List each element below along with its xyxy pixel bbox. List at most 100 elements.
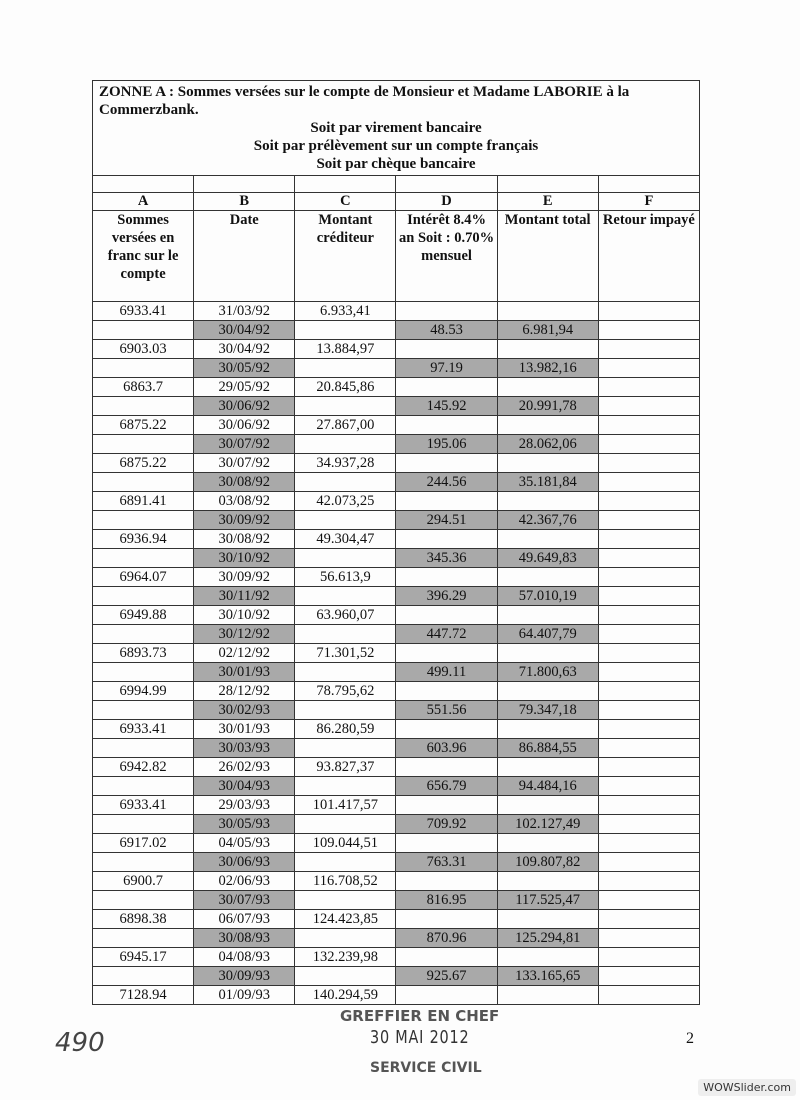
cell-b: 30/11/92 — [193, 586, 296, 606]
cell-d — [395, 681, 498, 701]
cell-d: 603.96 — [395, 738, 498, 758]
cell-c: 132.239,98 — [294, 947, 397, 967]
cell-a: 6917.02 — [91, 833, 195, 853]
cell-b: 29/05/92 — [193, 377, 296, 397]
table-row: 6875.22 30/06/92 27.867,00 — [91, 415, 701, 435]
cell-a — [91, 434, 195, 454]
table-row: 30/02/93 551.56 79.347,18 — [91, 700, 701, 720]
cell-e: 6.981,94 — [496, 320, 599, 340]
table-row: 30/07/93 816.95 117.525,47 — [91, 890, 701, 910]
cell-e: 20.991,78 — [496, 396, 599, 416]
cell-b: 30/07/92 — [193, 453, 296, 473]
table-row: 30/05/92 97.19 13.982,16 — [91, 358, 701, 378]
cell-b: 30/06/92 — [193, 396, 296, 416]
payments-table: ZONNE A : Sommes versées sur le compte d… — [91, 80, 701, 1005]
cell-f — [597, 510, 701, 530]
col-header: Date — [193, 210, 296, 302]
cell-b: 31/03/92 — [193, 301, 296, 321]
cell-d — [395, 339, 498, 359]
cell-f — [597, 966, 701, 986]
cell-e — [496, 643, 599, 663]
cell-c — [294, 966, 397, 986]
cell-f — [597, 985, 701, 1005]
cell-a — [91, 586, 195, 606]
cell-e — [496, 453, 599, 473]
cell-c: 27.867,00 — [294, 415, 397, 435]
cell-d — [395, 605, 498, 625]
cell-b: 28/12/92 — [193, 681, 296, 701]
table-row: 30/08/92 244.56 35.181,84 — [91, 472, 701, 492]
col-letter: B — [193, 192, 296, 211]
table-row: 6933.41 31/03/92 6.933,41 — [91, 301, 701, 321]
table-row: 6891.41 03/08/92 42.073,25 — [91, 491, 701, 511]
cell-b: 30/01/93 — [193, 719, 296, 739]
table-row: 6933.41 29/03/93 101.417,57 — [91, 795, 701, 815]
cell-e — [496, 605, 599, 625]
cell-f — [597, 605, 701, 625]
cell-a — [91, 700, 195, 720]
cell-a — [91, 814, 195, 834]
cell-a — [91, 662, 195, 682]
cell-e: 79.347,18 — [496, 700, 599, 720]
cell-e — [496, 947, 599, 967]
cell-f — [597, 567, 701, 587]
cell-f — [597, 377, 701, 397]
cell-d: 816.95 — [395, 890, 498, 910]
cell-f — [597, 681, 701, 701]
cell-e: 125.294,81 — [496, 928, 599, 948]
cell-b: 30/01/93 — [193, 662, 296, 682]
table-row: 6945.17 04/08/93 132.239,98 — [91, 947, 701, 967]
cell-f — [597, 719, 701, 739]
cell-c: 13.884,97 — [294, 339, 397, 359]
table-row: 30/05/93 709.92 102.127,49 — [91, 814, 701, 834]
cell-c — [294, 700, 397, 720]
cell-a: 6903.03 — [91, 339, 195, 359]
col-letter: E — [496, 192, 599, 211]
table-row: 30/01/93 499.11 71.800,63 — [91, 662, 701, 682]
cell-b: 03/08/92 — [193, 491, 296, 511]
cell-b: 29/03/93 — [193, 795, 296, 815]
cell-c — [294, 852, 397, 872]
cell-c: 93.827,37 — [294, 757, 397, 777]
title-line-1: ZONNE A : Sommes versées sur le compte d… — [99, 84, 630, 118]
cell-d — [395, 719, 498, 739]
cell-f — [597, 890, 701, 910]
cell-a: 6891.41 — [91, 491, 195, 511]
cell-e: 109.807,82 — [496, 852, 599, 872]
cell-a — [91, 928, 195, 948]
table-row: 6900.7 02/06/93 116.708,52 — [91, 871, 701, 891]
cell-a: 6933.41 — [91, 795, 195, 815]
cell-d — [395, 415, 498, 435]
cell-f — [597, 871, 701, 891]
cell-e — [496, 491, 599, 511]
cell-c — [294, 662, 397, 682]
stamp-greffier: GREFFIER EN CHEF — [340, 1007, 500, 1025]
cell-f — [597, 700, 701, 720]
cell-c: 34.937,28 — [294, 453, 397, 473]
table-row: 6964.07 30/09/92 56.613,9 — [91, 567, 701, 587]
cell-a — [91, 548, 195, 568]
cell-d — [395, 833, 498, 853]
blank-row — [91, 175, 701, 193]
cell-e — [496, 871, 599, 891]
cell-d: 97.19 — [395, 358, 498, 378]
cell-c — [294, 814, 397, 834]
table-row: 30/09/92 294.51 42.367,76 — [91, 510, 701, 530]
cell-d: 145.92 — [395, 396, 498, 416]
cell-b: 02/12/92 — [193, 643, 296, 663]
col-header: Intérêt 8.4% an Soit : 0.70% mensuel — [395, 210, 498, 302]
cell-d — [395, 377, 498, 397]
cell-a: 6949.88 — [91, 605, 195, 625]
cell-c — [294, 358, 397, 378]
cell-e: 64.407,79 — [496, 624, 599, 644]
cell-e — [496, 985, 599, 1005]
cell-a: 6875.22 — [91, 415, 195, 435]
cell-e — [496, 567, 599, 587]
cell-e — [496, 719, 599, 739]
cell-a: 6994.99 — [91, 681, 195, 701]
cell-a — [91, 852, 195, 872]
cell-b: 30/06/92 — [193, 415, 296, 435]
cell-a: 6898.38 — [91, 909, 195, 929]
cell-f — [597, 358, 701, 378]
cell-d: 551.56 — [395, 700, 498, 720]
